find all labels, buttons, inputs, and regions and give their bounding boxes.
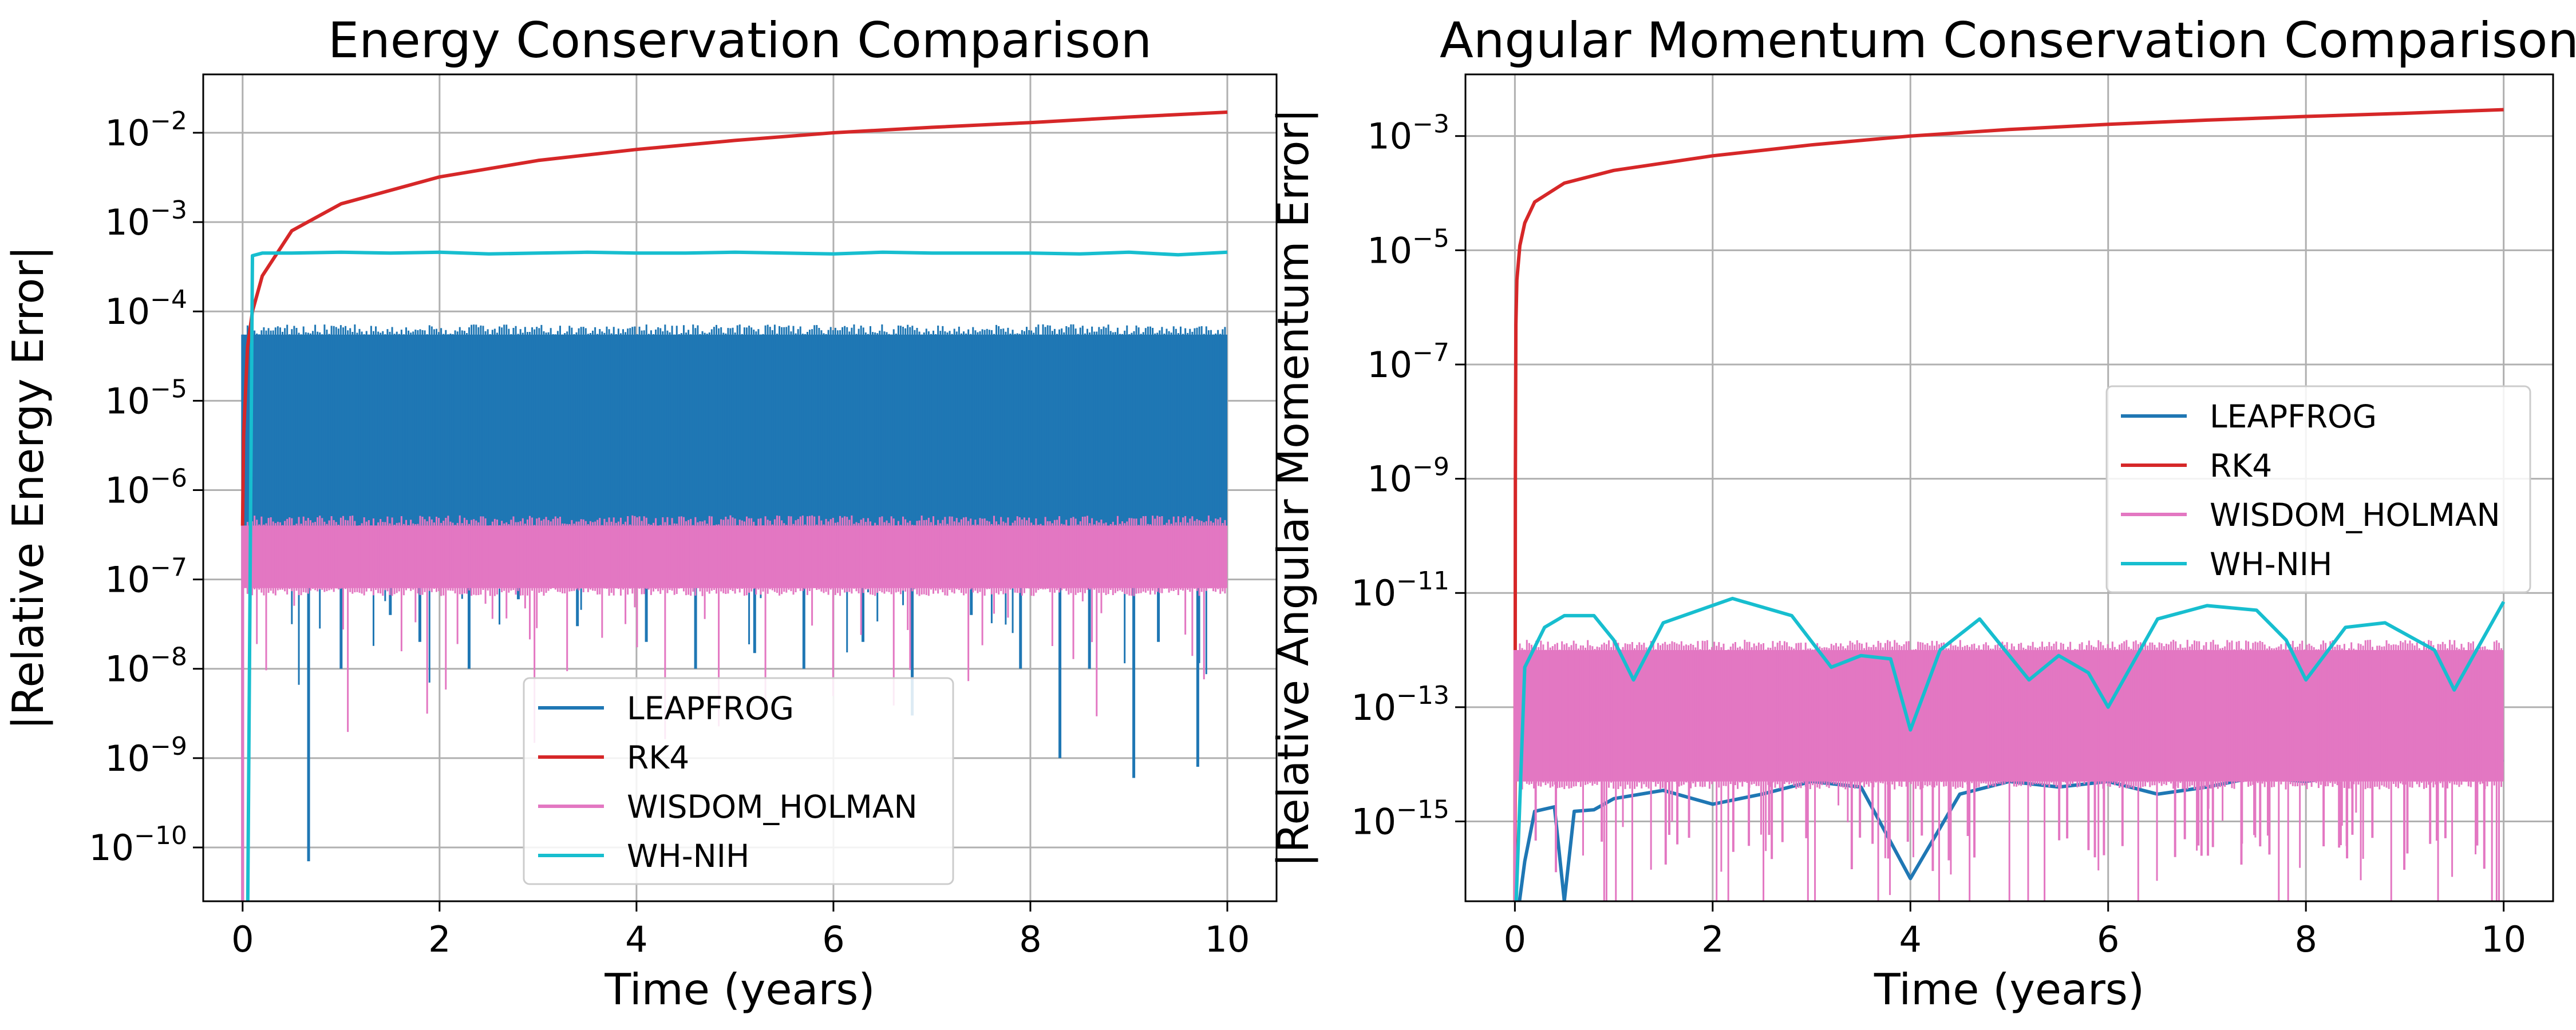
chart-title: Angular Momentum Conservation Comparison xyxy=(1440,12,2576,69)
series-wh-nih-line xyxy=(1514,596,2506,901)
x-tick-label: 10 xyxy=(2481,918,2526,960)
y-tick-label: 10−11 xyxy=(1351,566,1449,614)
legend: LEAPFROG RK4 WISDOM_HOLMAN WH-NIH xyxy=(2105,385,2531,593)
y-tick-label: 10−7 xyxy=(105,553,187,601)
y-tick-label: 10−7 xyxy=(1367,338,1449,386)
x-tick-label: 0 xyxy=(231,918,254,960)
x-tick-label: 4 xyxy=(625,918,647,960)
y-tick-label: 10−6 xyxy=(105,464,187,511)
plot-area xyxy=(240,110,1228,901)
energy-chart-panel: 0 2 4 6 8 10 10−10 10−9 10−8 10−7 10−6 10−5 10−4 10−3… xyxy=(3,12,1278,1015)
angular-momentum-chart-panel: 0 2 4 6 8 10 10−15 10−13 10−11 10−9 10−7 10−5 10−3 An… xyxy=(1268,12,2576,1015)
y-tick-label: 10−9 xyxy=(105,732,187,779)
legend-item-leapfrog-label: LEAPFROG xyxy=(627,690,794,727)
legend-item-wisdom-holman-label: WISDOM_HOLMAN xyxy=(627,789,918,825)
y-tick-label: 10−8 xyxy=(105,643,187,690)
x-tick-label: 2 xyxy=(1701,918,1724,960)
legend-box xyxy=(523,677,954,885)
x-tick-label: 10 xyxy=(1205,918,1250,960)
legend-box xyxy=(2105,385,2531,593)
legend-item-wh-nih-label: WH-NIH xyxy=(627,838,749,874)
legend: LEAPFROG RK4 WISDOM_HOLMAN WH-NIH xyxy=(523,677,954,885)
legend-item-rk4-label: RK4 xyxy=(627,739,689,776)
y-tick-label: 10−3 xyxy=(105,196,187,243)
x-axis-label: Time (years) xyxy=(604,964,875,1015)
series-wh-nih-line xyxy=(246,250,1228,901)
y-tick-label: 10−9 xyxy=(1367,453,1449,500)
x-tick-label: 4 xyxy=(1899,918,1922,960)
legend-item-leapfrog-label: LEAPFROG xyxy=(2210,398,2377,435)
plot-frame xyxy=(202,73,1278,902)
series-rk4-line xyxy=(240,110,1228,526)
y-tick-label: 10−3 xyxy=(1367,110,1449,157)
x-tick-label: 2 xyxy=(428,918,451,960)
series-wisdom-holman-spikes xyxy=(246,515,1226,743)
plot-frame xyxy=(1464,73,2554,902)
y-tick-label: 10−5 xyxy=(1367,224,1449,271)
legend-item-wisdom-holman-label: WISDOM_HOLMAN xyxy=(2210,497,2500,533)
y-tick-label: 10−15 xyxy=(1351,795,1449,842)
y-tick-label: 10−13 xyxy=(1351,681,1449,728)
x-tick-label: 6 xyxy=(822,918,844,960)
x-tick-label: 8 xyxy=(1019,918,1041,960)
legend-item-wh-nih-label: WH-NIH xyxy=(2210,546,2332,583)
legend-item-rk4-label: RK4 xyxy=(2210,447,2272,484)
series-rk4-line xyxy=(1513,108,2504,901)
plot-area xyxy=(1513,108,2506,901)
x-tick-label: 6 xyxy=(2097,918,2119,960)
y-axis-label: |Relative Energy Error| xyxy=(3,245,53,730)
chart-title: Energy Conservation Comparison xyxy=(328,12,1152,69)
series-leapfrog-spikes xyxy=(246,324,1226,685)
y-tick-label: 10−4 xyxy=(105,285,187,332)
y-tick-label: 10−10 xyxy=(89,821,187,869)
x-axis-label: Time (years) xyxy=(1874,964,2144,1015)
y-tick-label: 10−5 xyxy=(105,374,187,422)
y-axis-label: |Relative Angular Momentum Error| xyxy=(1268,108,1318,867)
series-wisdom-holman-spikes xyxy=(1519,640,2503,901)
y-tick-label: 10−2 xyxy=(105,106,187,154)
x-tick-label: 8 xyxy=(2294,918,2317,960)
x-tick-label: 0 xyxy=(1504,918,1526,960)
